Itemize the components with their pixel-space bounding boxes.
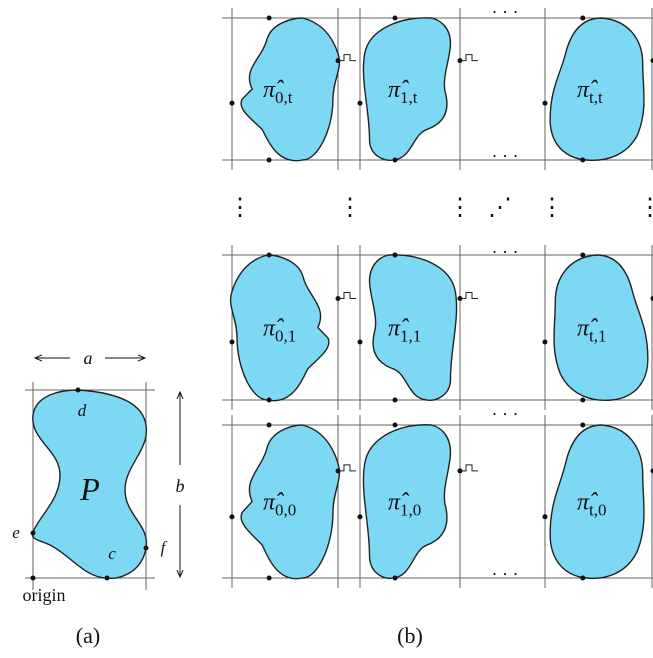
point — [31, 576, 36, 581]
point — [393, 253, 398, 258]
cell-subscript: t,0 — [589, 501, 606, 520]
vertical-ellipsis: ⋮ — [338, 195, 362, 221]
connector — [460, 55, 478, 61]
ellipsis: · · · — [492, 146, 519, 166]
ellipsis: · · · — [492, 404, 519, 424]
point — [230, 514, 235, 519]
connector — [460, 293, 478, 299]
vertical-ellipsis: ⋮ — [638, 195, 653, 221]
point — [580, 398, 585, 403]
caption: (b) — [397, 623, 423, 648]
point — [31, 531, 36, 536]
point — [76, 388, 81, 393]
connector — [338, 465, 356, 471]
point — [267, 576, 272, 581]
point — [580, 423, 585, 428]
point — [358, 514, 363, 519]
point — [580, 253, 585, 258]
origin-label: origin — [23, 585, 66, 605]
cell-subscript: 0,t — [275, 88, 293, 107]
point — [543, 340, 548, 345]
connector — [338, 55, 356, 61]
point — [267, 158, 272, 163]
cell-subscript: 0,1 — [275, 327, 296, 346]
point — [580, 576, 585, 581]
ellipsis: · · · — [492, 2, 519, 22]
point — [393, 16, 398, 21]
point-label: d — [78, 401, 87, 420]
point — [393, 423, 398, 428]
cell-subscript: 0,0 — [275, 501, 296, 520]
cell-subscript: 1,0 — [400, 501, 421, 520]
figure: a b d e c f P origin (a) (b) π̂0,tπ̂1,tπ… — [0, 0, 653, 658]
point — [267, 16, 272, 21]
point-label: c — [108, 544, 116, 563]
point-label: e — [12, 523, 20, 542]
height-label: b — [176, 476, 185, 496]
vertical-ellipsis: ⋮ — [540, 195, 564, 221]
point — [393, 158, 398, 163]
cell-subscript: 1,t — [400, 88, 418, 107]
point — [393, 576, 398, 581]
cell-subscript: t,1 — [589, 327, 606, 346]
width-label: a — [84, 348, 93, 368]
connector — [338, 293, 356, 299]
point — [358, 340, 363, 345]
polygon-label: P — [79, 471, 100, 507]
point-label: f — [161, 538, 168, 557]
connector — [460, 465, 478, 471]
point — [267, 398, 272, 403]
point — [144, 546, 149, 551]
cell-subscript: t,t — [589, 88, 603, 107]
point — [580, 158, 585, 163]
point — [267, 253, 272, 258]
ellipsis: · · · — [492, 242, 519, 262]
point — [358, 101, 363, 106]
point — [543, 101, 548, 106]
point — [105, 576, 110, 581]
point — [230, 101, 235, 106]
point — [230, 340, 235, 345]
point — [543, 514, 548, 519]
caption: (a) — [76, 623, 100, 648]
ellipsis: · · · — [492, 564, 519, 584]
vertical-ellipsis: ⋮ — [228, 195, 252, 221]
vertical-ellipsis: ⋮ — [448, 195, 472, 221]
point — [580, 16, 585, 21]
diagonal-ellipsis: ⋰ — [488, 195, 512, 221]
cell-subscript: 1,1 — [400, 327, 421, 346]
point — [267, 423, 272, 428]
point — [393, 398, 398, 403]
panel-a: a b d e c f P origin (a) — [12, 348, 184, 648]
